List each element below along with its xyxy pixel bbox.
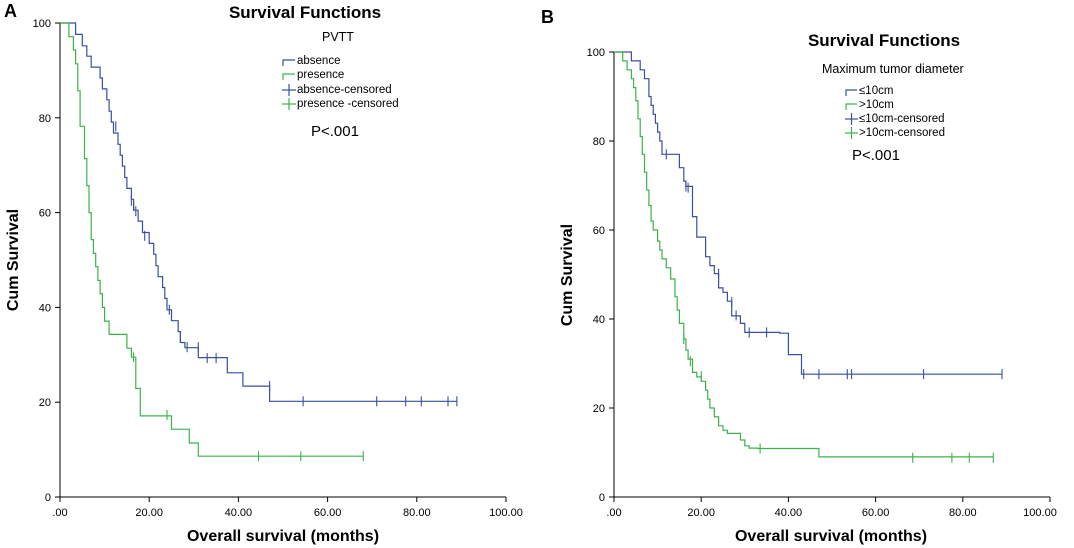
panel-a-legend-item-absence-censored: absence-censored [282,84,392,96]
panel-a-x-axis-title: Overall survival (months) [187,528,379,545]
panel-a-legend-label-absence-censored: absence-censored [297,84,392,96]
panel-b-legend-label-gt10: >10cm [859,99,894,111]
panel-a-series-green-line [60,22,364,457]
panel-a-legend: PVTT absence presence absence-censored p… [282,30,399,110]
panel-a-ytick-label: 60 [39,208,51,220]
panel-b-ytick-label: 40 [593,314,605,326]
panel-a-xtick-label: 20.00 [135,507,163,519]
panel-a-ytick-label: 40 [39,302,51,314]
panel-a-legend-swatch-absence [282,59,295,66]
panel-a-y-axis-title: Cum Survival [5,209,22,311]
panel-a-legend-swatch-presence [282,73,295,80]
panel-a-legend-label-absence: absence [297,55,340,67]
panel-a-title: Survival Functions [229,3,381,22]
panel-b-y-ticks [609,51,614,498]
panel-a-ytick-label: 0 [45,492,51,504]
panel-a-series-blue-line [60,22,457,402]
panel-a-p-value: P<.001 [311,123,359,140]
panel-a-ytick-label: 100 [33,18,51,30]
panel-a-xtick-label: 100.00 [489,507,523,519]
panel-a-legend-item-presence: presence [282,69,344,81]
panel-a-legend-title: PVTT [322,30,354,44]
panel-a-legend-label-presence: presence [297,69,344,81]
panel-a-xtick-label: 40.00 [225,507,253,519]
panel-b-series-green-line [614,51,994,458]
panel-b-ytick-label: 100 [587,47,605,59]
panel-b-y-tick-labels: 0 20 40 60 80 100 [587,47,605,504]
panel-a-xtick-label: .00 [52,507,67,519]
panel-b-legend-swatch-gt10 [845,103,857,110]
panel-b-xtick-label: 40.00 [775,507,803,519]
panel-b-legend-title: Maximum tumor diameter [822,62,964,76]
panel-a-x-axis: .00 20.00 40.00 60.00 80.00 100.00 Overa… [52,496,523,545]
panel-b-legend-label-le10: ≤10cm [859,85,893,97]
panel-b-title: Survival Functions [808,31,960,50]
panel-a-ytick-label: 80 [39,113,51,125]
panel-b-legend-label-gt10-censored: >10cm-censored [859,127,945,139]
panel-a-x-tick-labels: .00 20.00 40.00 60.00 80.00 100.00 [52,507,522,519]
panel-b-ytick-label: 80 [593,136,605,148]
panel-b-x-ticks [613,497,1051,502]
panel-a-letter: A [4,1,17,21]
panel-b-letter: B [541,7,554,27]
panel-b-xtick-label: 20.00 [687,507,715,519]
panel-b-x-tick-labels: .00 20.00 40.00 60.00 80.00 100.00 [606,507,1056,519]
panel-b-y-axis-title: Cum Survival [559,224,576,326]
panel-b: B Survival Functions 0 20 40 60 80 100 C… [541,7,1057,545]
panel-b-xtick-label: .00 [606,507,621,519]
panel-b-series-blue-line [614,51,1002,375]
panel-b-legend-swatch-le10 [845,89,857,96]
panel-b-ytick-label: 0 [599,492,605,504]
panel-b-xtick-label: 100.00 [1023,507,1057,519]
panel-a-y-ticks [55,22,60,498]
panel-a-x-ticks [59,497,507,502]
panel-b-x-axis-title: Overall survival (months) [735,528,927,545]
panel-b-legend: Maximum tumor diameter ≤10cm >10cm ≤10cm… [822,62,964,139]
panel-b-x-axis: .00 20.00 40.00 60.00 80.00 100.00 Overa… [606,496,1057,545]
panel-b-xtick-label: 80.00 [949,507,977,519]
panel-a-xtick-label: 80.00 [403,507,431,519]
panel-b-legend-label-le10-censored: ≤10cm-censored [859,113,945,125]
panel-a: A Survival Functions 0 20 40 60 80 100 C… [4,1,523,545]
panel-b-ytick-label: 20 [593,403,605,415]
panel-b-ytick-label: 60 [593,225,605,237]
panel-b-legend-item-le10-censored: ≤10cm-censored [845,113,945,125]
panel-a-y-axis: 0 20 40 60 80 100 Cum Survival [5,18,61,504]
panel-b-legend-item-le10: ≤10cm [845,85,893,97]
panel-b-legend-item-gt10-censored: >10cm-censored [845,127,945,139]
panel-a-legend-label-presence-censored: presence -censored [297,98,399,110]
panel-a-plot-area [60,22,458,462]
panel-a-legend-item-absence: absence [282,55,340,67]
panel-b-p-value: P<.001 [852,147,900,164]
panel-a-legend-item-presence-censored: presence -censored [282,98,399,110]
panel-b-legend-item-gt10: >10cm [845,99,894,111]
panel-b-y-axis: 0 20 40 60 80 100 Cum Survival [559,47,615,504]
panel-a-y-tick-labels: 0 20 40 60 80 100 [33,18,51,504]
panel-a-xtick-label: 60.00 [314,507,342,519]
panel-a-ytick-label: 20 [39,397,51,409]
panel-b-xtick-label: 60.00 [862,507,890,519]
panel-b-plot-area [614,51,1003,463]
